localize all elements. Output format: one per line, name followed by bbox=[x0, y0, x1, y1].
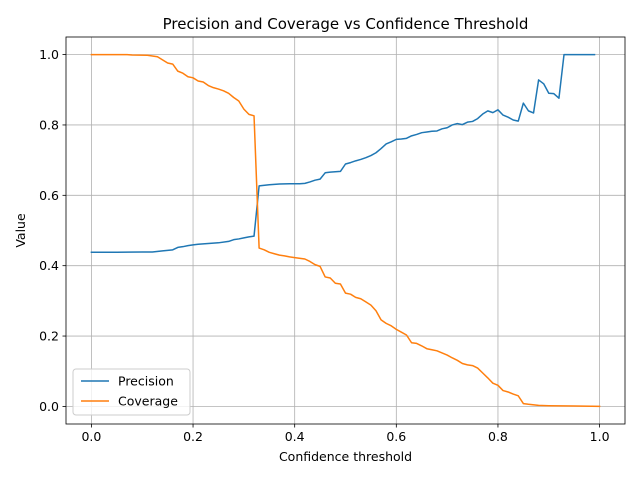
series-line-coverage bbox=[90, 53, 601, 408]
legend-label-coverage: Coverage bbox=[118, 394, 178, 409]
x-tick-label: 1.0 bbox=[590, 429, 610, 444]
series-line-precision bbox=[90, 53, 596, 254]
y-tick-label: 0.2 bbox=[39, 329, 59, 344]
chart-title: Precision and Coverage vs Confidence Thr… bbox=[163, 15, 529, 33]
legend-label-precision: Precision bbox=[118, 374, 174, 389]
legend: Precision Coverage bbox=[72, 368, 191, 416]
x-tick-label: 0.2 bbox=[183, 429, 203, 444]
y-tick-label: 1.0 bbox=[39, 47, 59, 62]
axis-ticks: 0.0 0.2 0.4 0.6 0.8 1.0 0.0 0.2 0.4 0.6 0.8 1.0 bbox=[39, 47, 609, 444]
x-axis-label: Confidence threshold bbox=[279, 449, 412, 464]
y-tick-label: 0.6 bbox=[39, 188, 59, 203]
x-tick-label: 0.6 bbox=[386, 429, 406, 444]
x-tick-label: 0.8 bbox=[488, 429, 508, 444]
x-tick-label: 0.4 bbox=[285, 429, 305, 444]
y-tick-label: 0.4 bbox=[39, 258, 59, 273]
x-tick-label: 0.0 bbox=[81, 429, 101, 444]
grid-lines bbox=[66, 37, 625, 424]
axes-frame bbox=[65, 36, 626, 425]
y-tick-label: 0.0 bbox=[39, 399, 59, 414]
y-tick-label: 0.8 bbox=[39, 117, 59, 132]
series-layer bbox=[90, 53, 601, 408]
y-axis-label: Value bbox=[13, 213, 28, 248]
